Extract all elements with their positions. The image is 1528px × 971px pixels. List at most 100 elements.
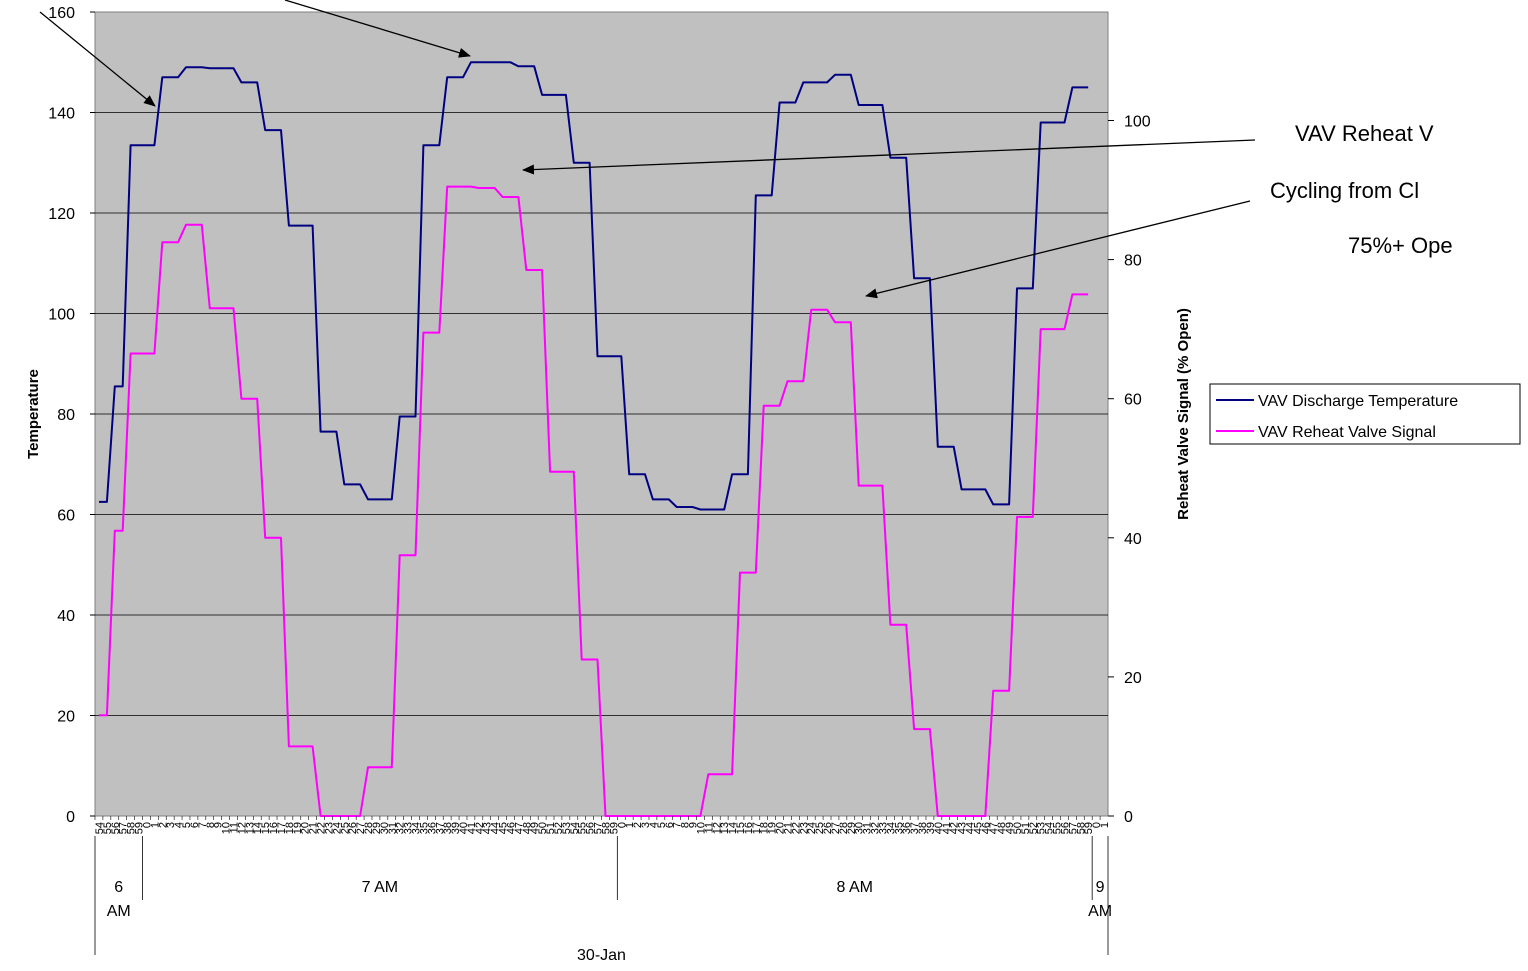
x-tick-label: 26 (347, 822, 359, 834)
x-tick-label: 17 (276, 822, 288, 834)
x-tick-label: 12 (236, 822, 248, 834)
x-tick-label: 14 (727, 822, 739, 834)
x-tick-label: 46 (980, 822, 992, 834)
x-tick-label: 4 (648, 822, 660, 828)
legend: VAV Discharge Temperature VAV Reheat Val… (1209, 383, 1521, 445)
x-tick-label: 39 (925, 822, 937, 834)
x-tick-label: 55 (577, 822, 589, 834)
x-tick-label: 35 (418, 822, 430, 834)
x-tick-label: 21 (308, 822, 320, 834)
x-tick-label: 28 (363, 822, 375, 834)
x-tick-label: 8 (205, 822, 217, 828)
x-tick-label: 7 (672, 822, 684, 828)
x-tick-label: 48 (996, 822, 1008, 834)
x-tick-label: 9 (213, 822, 225, 828)
x-tick-label: 27 (830, 822, 842, 834)
x-hour-label: 8 AM (837, 879, 873, 896)
x-tick-label: 57 (118, 822, 130, 834)
x-tick-label: 14 (252, 822, 264, 834)
x-tick-label: 54 (94, 822, 106, 834)
x-tick-label: 19 (292, 822, 304, 834)
series-line-discharge (99, 61, 1089, 511)
x-tick-label: 45 (498, 822, 510, 834)
x-tick-label: 7 (197, 822, 209, 828)
x-tick-label: 58 (1075, 822, 1087, 834)
x-tick-label: 0 (141, 822, 153, 828)
legend-label-reheat: VAV Reheat Valve Signal (1258, 424, 1436, 441)
y2-tick-label: 0 (1124, 809, 1133, 826)
x-tick-label: 30 (854, 822, 866, 834)
x-tick-label: 6 (664, 822, 676, 828)
x-tick-label: 6 (189, 822, 201, 828)
x-tick-label: 1 (624, 822, 636, 828)
x-tick-label: 10 (695, 822, 707, 834)
gridlines (95, 112, 1108, 716)
x-tick-label: 59 (134, 822, 146, 834)
arrow-discharge-peak-2 (284, 0, 471, 58)
y-tick-label: 40 (57, 608, 75, 625)
x-date-label: 30-Jan (577, 947, 626, 964)
x-hour-label: AM (1088, 903, 1112, 920)
x-tick-label: 55 (1052, 822, 1064, 834)
x-tick-label: 57 (1067, 822, 1079, 834)
x-tick-label: 51 (545, 822, 557, 834)
y2-tick-label: 60 (1124, 392, 1142, 409)
x-tick-label: 34 (885, 822, 897, 834)
x-tick-label: 33 (877, 822, 889, 834)
x-tick-label: 36 (426, 822, 438, 834)
x-tick-label: 46 (506, 822, 518, 834)
x-tick-label: 56 (1060, 822, 1072, 834)
x-tick-label: 24 (806, 822, 818, 834)
x-tick-label: 1 (149, 822, 161, 828)
x-tick-label: 13 (244, 822, 256, 834)
y-tick-label: 20 (57, 709, 75, 726)
x-tick-label: 0 (616, 822, 628, 828)
annotation-line-2: Cycling from Cl (1270, 178, 1419, 203)
legend-label-discharge: VAV Discharge Temperature (1258, 393, 1458, 410)
y2-axis-title: Reheat Valve Signal (% Open) (1175, 308, 1192, 520)
x-tick-label: 28 (838, 822, 850, 834)
x-tick-label: 17 (751, 822, 763, 834)
x-tick-label: 31 (862, 822, 874, 834)
x-tick-label: 22 (790, 822, 802, 834)
x-tick-label: 38 (917, 822, 929, 834)
y2-tick-label: 40 (1124, 531, 1142, 548)
x-tick-label: 56 (110, 822, 122, 834)
x-tick-label: 4 (173, 822, 185, 828)
x-tick-label: 2 (157, 822, 169, 828)
x-tick-label: 52 (1028, 822, 1040, 834)
x-tick-label: 32 (870, 822, 882, 834)
x-tick-label: 50 (1012, 822, 1024, 834)
x-tick-label: 18 (759, 822, 771, 834)
x-tick-label: 49 (529, 822, 541, 834)
y2-tick-label: 20 (1124, 670, 1142, 687)
x-tick-label: 54 (1044, 822, 1056, 834)
y2-tick-label: 80 (1124, 253, 1142, 270)
arrow-discharge-peak-1 (39, 11, 156, 107)
y-tick-label: 140 (48, 106, 75, 123)
legend-box (1209, 383, 1521, 445)
x-tick-label: 15 (735, 822, 747, 834)
x-axis: 5455565758590123456789101112131415161718… (94, 816, 1112, 964)
x-tick-label: 11 (703, 822, 715, 833)
x-tick-label: 49 (1004, 822, 1016, 834)
x-tick-label: 5 (181, 822, 193, 828)
x-tick-label: 51 (1020, 822, 1032, 834)
annotation-line-3: 75%+ Ope (1348, 233, 1453, 258)
x-tick-label: 16 (743, 822, 755, 834)
y2-tick-label: 100 (1124, 113, 1151, 130)
series-line-reheat (99, 185, 1089, 817)
x-tick-label: 44 (490, 822, 502, 834)
x-tick-label: 21 (783, 822, 795, 834)
series (99, 61, 1089, 817)
x-tick-label: 53 (561, 822, 573, 834)
x-tick-label: 19 (767, 822, 779, 834)
x-tick-label: 20 (775, 822, 787, 834)
x-tick-label: 42 (949, 822, 961, 834)
y-tick-label: 80 (57, 407, 75, 424)
y-axis-title: Temperature (25, 369, 42, 459)
x-tick-label: 0 (1091, 822, 1103, 828)
x-tick-label: 53 (1036, 822, 1048, 834)
